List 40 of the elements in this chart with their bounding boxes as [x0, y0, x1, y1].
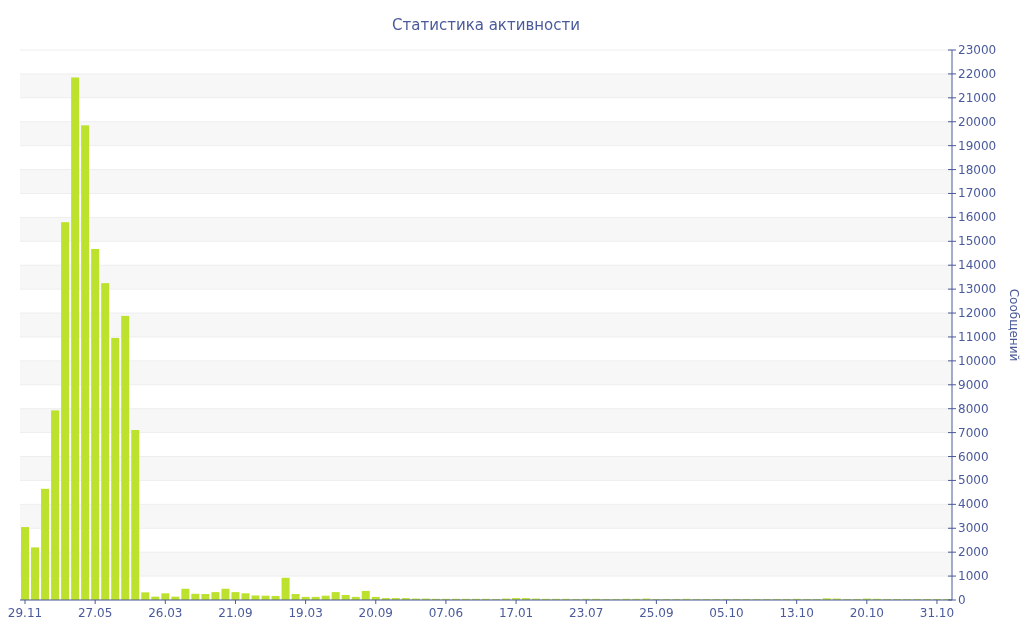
y-tick-label: 11000 [958, 329, 997, 344]
chart-title: Статистика активности [392, 16, 580, 34]
x-tick-label: 31.10 [919, 606, 955, 620]
y-tick-label: 5000 [958, 473, 989, 488]
x-tick-label: 26.03 [148, 606, 183, 620]
y-tick-label: 15000 [958, 234, 997, 249]
y-tick-label: 22000 [958, 66, 997, 81]
x-tick-label: 19.03 [288, 606, 323, 620]
y-axis-title: Сообщений [1007, 288, 1021, 362]
y-tick-label: 13000 [958, 282, 997, 297]
y-tick-label: 14000 [958, 258, 997, 273]
y-tick-label: 17000 [958, 186, 997, 201]
y-tick-label: 18000 [958, 162, 997, 177]
y-tick-label: 1000 [958, 569, 989, 584]
y-tick-label: 4000 [958, 497, 989, 512]
y-tick-label: 16000 [958, 210, 997, 225]
y-tick-label: 8000 [958, 401, 989, 416]
x-tick-label: 23.07 [569, 606, 604, 620]
y-tick-label: 7000 [958, 425, 989, 440]
y-tick-label: 0 [958, 593, 966, 607]
y-tick-label: 12000 [958, 306, 997, 321]
y-tick-label: 10000 [958, 353, 997, 368]
y-tick-label: 21000 [958, 90, 997, 105]
x-tick-label: 21.09 [218, 606, 253, 620]
y-tick-label: 19000 [958, 138, 997, 153]
x-tick-label: 27.05 [77, 606, 113, 620]
x-tick-label: 13.10 [779, 606, 814, 620]
x-tick-label: 05.10 [709, 606, 744, 620]
x-tick-label: 17.01 [498, 606, 534, 620]
y-tick-label: 6000 [958, 449, 989, 464]
y-tick-label: 3000 [958, 521, 989, 536]
x-tick-label: 29.11 [7, 606, 43, 620]
y-tick-label: 23000 [958, 43, 997, 57]
x-tick-label: 20.09 [358, 606, 393, 620]
y-tick-label: 2000 [958, 545, 989, 560]
y-tick-label: 20000 [958, 114, 997, 129]
x-tick-label: 20.10 [849, 606, 884, 620]
x-tick-label: 25.09 [639, 606, 674, 620]
x-tick-label: 07.06 [428, 606, 464, 620]
y-tick-label: 9000 [958, 377, 989, 392]
